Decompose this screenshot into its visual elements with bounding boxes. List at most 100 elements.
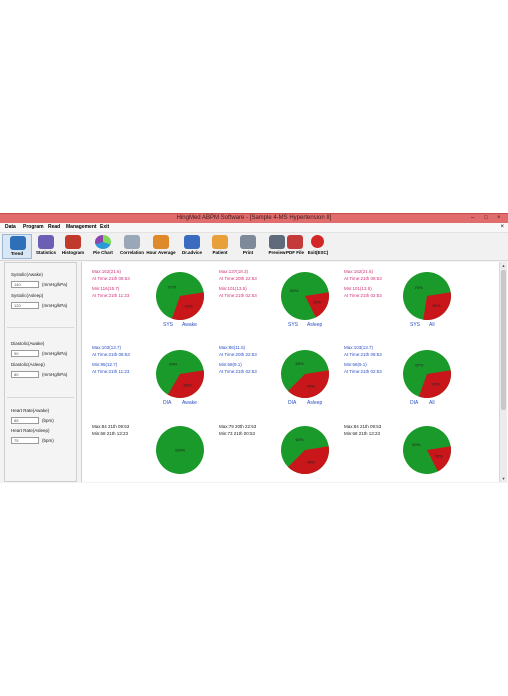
toolbar: Trend Statistics Histogram Pie Chart Correla… [0,233,508,261]
close-document-icon[interactable]: × [500,224,504,230]
pie-slice-high [427,446,451,472]
histogram-button[interactable]: Histogram [58,234,88,259]
diastolic-awake-unit: (mmHg/kPa) [42,351,68,356]
scroll-down-icon[interactable]: ▼ [501,476,506,481]
sys-asleep-stat-line: Max:137(18.3) [219,269,249,274]
trend-icon [10,236,26,250]
menu-bar: Data Program Read Management Exit × [0,223,508,233]
toolbar-button-label: PDF File [285,250,304,255]
patient-icon [212,235,228,249]
hr-asleep-unit: (bpm) [42,438,54,443]
vertical-scrollbar[interactable]: ▲ ▼ [499,262,507,482]
sys-asleep-stat-line: At Time:20th 22:53 [219,276,257,281]
sys-awake-stat-line: At Time:21th 11:23 [92,293,130,298]
correlation-button[interactable]: Correlation [117,234,147,259]
pie-label-normal: 80% [290,288,298,293]
dia-all-period-label: All [429,400,435,406]
hr-awake-label: Heart Rate(Awake) [11,408,50,413]
dia-asleep-pie-chart: 40% 60% [281,350,329,398]
diastolic-asleep-input[interactable]: 80 [11,371,39,378]
print-button[interactable]: Print [233,234,263,259]
menu-exit[interactable]: Exit [100,224,110,230]
pie-label-high: 40% [307,459,315,464]
scroll-up-icon[interactable]: ▲ [501,263,506,268]
close-window-button[interactable]: × [497,215,501,221]
systolic-asleep-unit: (mmHg/kPa) [42,303,68,308]
sys-all-pie-chart: 30% 70% [403,272,451,320]
pie-slice-high [288,370,329,398]
sys-all-period-label: All [429,322,435,328]
diastolic-asleep-unit: (mmHg/kPa) [42,372,68,377]
diastolic-asleep-label: Diastolic(Asleep) [11,362,45,367]
sys-awake-type-label: SYS [163,322,174,328]
menu-management[interactable]: Management [66,224,97,230]
threshold-panel: Systolic(Awake) 140 (mmHg/kPa) Systolic(… [4,262,77,482]
hr-asleep-input[interactable]: 75 [11,437,39,444]
pie-label-high: 20% [313,299,321,304]
pie-label-normal: 67% [168,284,176,289]
preview-icon [269,235,285,249]
statistics-button[interactable]: Statistics [31,234,61,259]
systolic-asleep-label: Systolic(Asleep) [11,293,44,298]
divider [7,327,74,328]
pie-slice-normal [156,426,204,474]
diastolic-awake-input[interactable]: 90 [11,350,39,357]
sys-all-stat-line: Min:101(13.5) [344,286,372,291]
sys-asleep-pie-chart: 20% 80% [281,272,329,320]
pie-slice-high [171,292,204,320]
dia-asleep-period-label: Asleep [307,400,323,406]
pie-label-high: 33% [431,382,439,387]
hr-awake-stat-line: Min:68 21th 13:23 [92,431,129,436]
patient-button[interactable]: Patient [205,234,235,259]
hr-awake-input[interactable]: 85 [11,417,39,424]
toolbar-button-label: Pie Chart [93,250,113,255]
systolic-asleep-input[interactable]: 120 [11,302,39,309]
sys-all-stat-line: Max:162(21.6) [344,269,374,274]
dia-awake-pie-chart: 36% 64% [156,350,204,398]
pie-label-high: 30% [432,303,440,308]
hr-asleep-stat-line: Max:79 20th 22:53 [219,424,257,429]
hr-asleep-stat-line: Min:73 21th 00:53 [219,431,256,436]
dia-all-type-label: DIA [410,400,419,406]
doctor-button[interactable]: Dr.advice [177,234,207,259]
pie-label-high: 40% [307,383,315,388]
dia-asleep-stat-line: Max:86(11.5) [219,345,246,350]
sys-awake-stat-line: At Time:21th 08:53 [92,276,130,281]
toolbar-button-label: Correlation [119,250,144,255]
pie-chart-button[interactable]: Pie Chart [88,234,118,259]
exit-button[interactable]: Exit(ESC) [303,234,333,259]
sys-awake-period-label: Awake [182,322,197,328]
pdf-button[interactable]: PDF File [280,234,310,259]
sys-asleep-stat-line: Min:101(13.5) [219,286,247,291]
menu-read[interactable]: Read [48,224,61,230]
hr-awake-stat-line: Max:84 21th 09:53 [92,424,130,429]
pdf-icon [287,235,303,249]
menu-data[interactable]: Data [5,224,16,230]
trend-button[interactable]: Trend [2,234,32,259]
sys-all-stat-line: At Time:21th 08:53 [344,276,382,281]
pie-label-normal: 60% [296,361,304,366]
correlation-icon [124,235,140,249]
toolbar-button-label: Exit(ESC) [307,250,329,255]
dia-awake-stat-line: At Time:21th 11:23 [92,369,130,374]
preview-button[interactable]: Preview [262,234,292,259]
pie-slice-high [167,370,204,398]
dia-all-stat-line: At Time:21th 08:53 [344,352,382,357]
sys-all-type-label: SYS [410,322,421,328]
minimize-button[interactable]: – [471,215,475,221]
window-title: HingMed ABPM Software - [Sample 4-MS Hyp… [176,215,332,221]
systolic-awake-input[interactable]: 140 [11,281,39,288]
maximize-button[interactable]: □ [484,215,488,221]
toolbar-button-label: Preview [268,250,286,255]
scroll-thumb[interactable] [501,270,506,410]
dia-awake-type-label: DIA [163,400,172,406]
toolbar-button-label: Statistics [35,250,56,255]
hour-average-icon [153,235,169,249]
hour-average-button[interactable]: Hour Average [146,234,176,259]
pie-chart-area: ▲ ▼ Max:162(21.6) At Time:21th 08:53 Min:1… [81,262,508,482]
dia-awake-stat-line: At Time:21th 08:53 [92,352,130,357]
pie-label-normal: 67% [415,362,423,367]
systolic-awake-unit: (mmHg/kPa) [42,282,68,287]
menu-program[interactable]: Program [23,224,44,230]
dia-awake-stat-line: Min:95(12.7) [92,362,118,367]
